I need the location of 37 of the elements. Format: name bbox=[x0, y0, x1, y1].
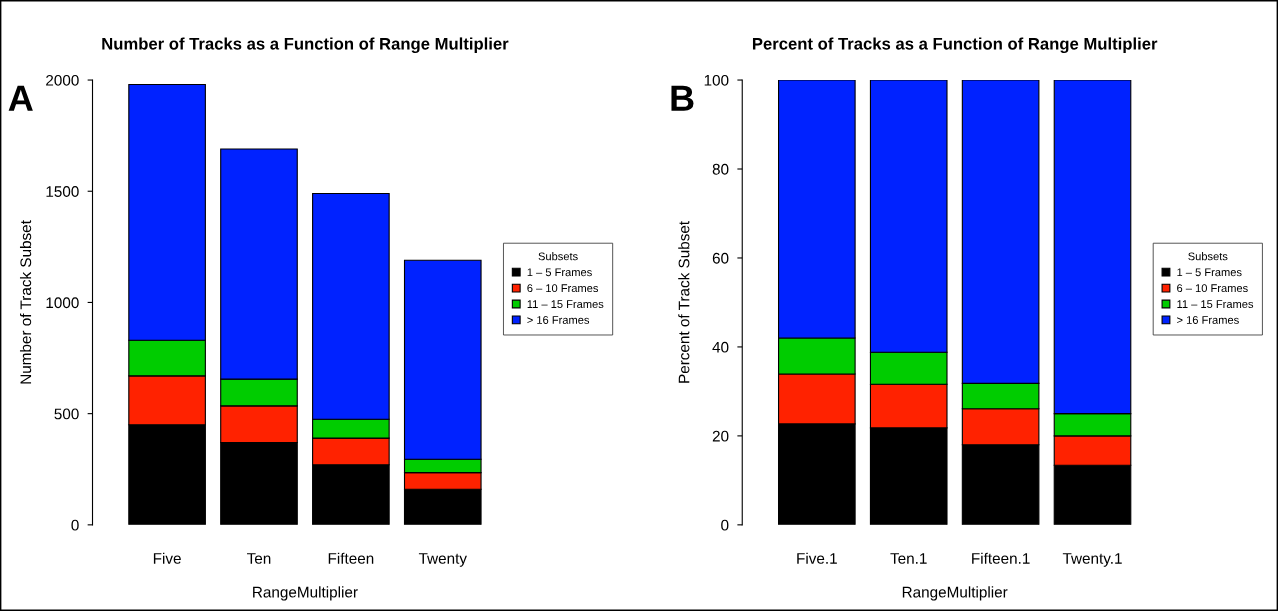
y-tick-label: 100 bbox=[704, 74, 729, 86]
chart-title: Number of Tracks as a Function of Range Multiplier bbox=[102, 37, 509, 54]
x-axis-title: RangeMultiplier bbox=[253, 586, 358, 601]
x-tick-label: Twenty bbox=[418, 553, 467, 567]
x-tick-label: Ten.1 bbox=[890, 553, 927, 564]
chart-title: Percent of Tracks as a Function of Range Multiplier bbox=[752, 37, 1158, 54]
y-tick-label: 80 bbox=[712, 163, 729, 175]
legend-label: 1 – 5 Frames bbox=[1177, 268, 1242, 277]
legend-label: > 16 Frames bbox=[1177, 316, 1239, 324]
y-tick-label: 40 bbox=[712, 341, 729, 353]
y-tick-label: 0 bbox=[71, 519, 79, 531]
x-tick-label: Fifteen bbox=[328, 552, 374, 564]
x-tick-label: Five.1 bbox=[797, 552, 837, 564]
y-tick-label: 500 bbox=[54, 408, 79, 420]
x-axis-title: RangeMultiplier bbox=[902, 586, 1008, 601]
legend-title: Subsets bbox=[538, 252, 578, 261]
legend-label: > 16 Frames bbox=[527, 316, 590, 324]
legend-label: 11 – 15 Frames bbox=[527, 300, 604, 308]
x-tick-label: Five bbox=[153, 552, 181, 564]
legend-label: 6 – 10 Frames bbox=[1177, 284, 1248, 293]
x-tick-label: Ten bbox=[247, 553, 271, 564]
x-tick-label: Twenty.1 bbox=[1062, 553, 1122, 567]
legend-label: 11 – 15 Frames bbox=[1177, 300, 1254, 308]
legend-title: Subsets bbox=[1188, 252, 1228, 261]
y-axis-title: Percent of Track Subset bbox=[678, 221, 690, 383]
y-tick-label: 0 bbox=[721, 519, 729, 531]
y-tick-label: 1000 bbox=[46, 297, 79, 309]
x-tick-label: Fifteen.1 bbox=[972, 552, 1030, 564]
text: B bbox=[671, 85, 694, 111]
y-tick-label: 2000 bbox=[46, 74, 79, 86]
y-tick-label: 1500 bbox=[46, 186, 79, 197]
legend-label: 1 – 5 Frames bbox=[527, 268, 592, 277]
y-tick-label: 60 bbox=[712, 252, 729, 264]
y-tick-label: 20 bbox=[712, 430, 729, 442]
legend-label: 6 – 10 Frames bbox=[527, 284, 599, 293]
text: A bbox=[8, 85, 33, 111]
y-axis-title: Number of Track Subset bbox=[19, 220, 32, 384]
